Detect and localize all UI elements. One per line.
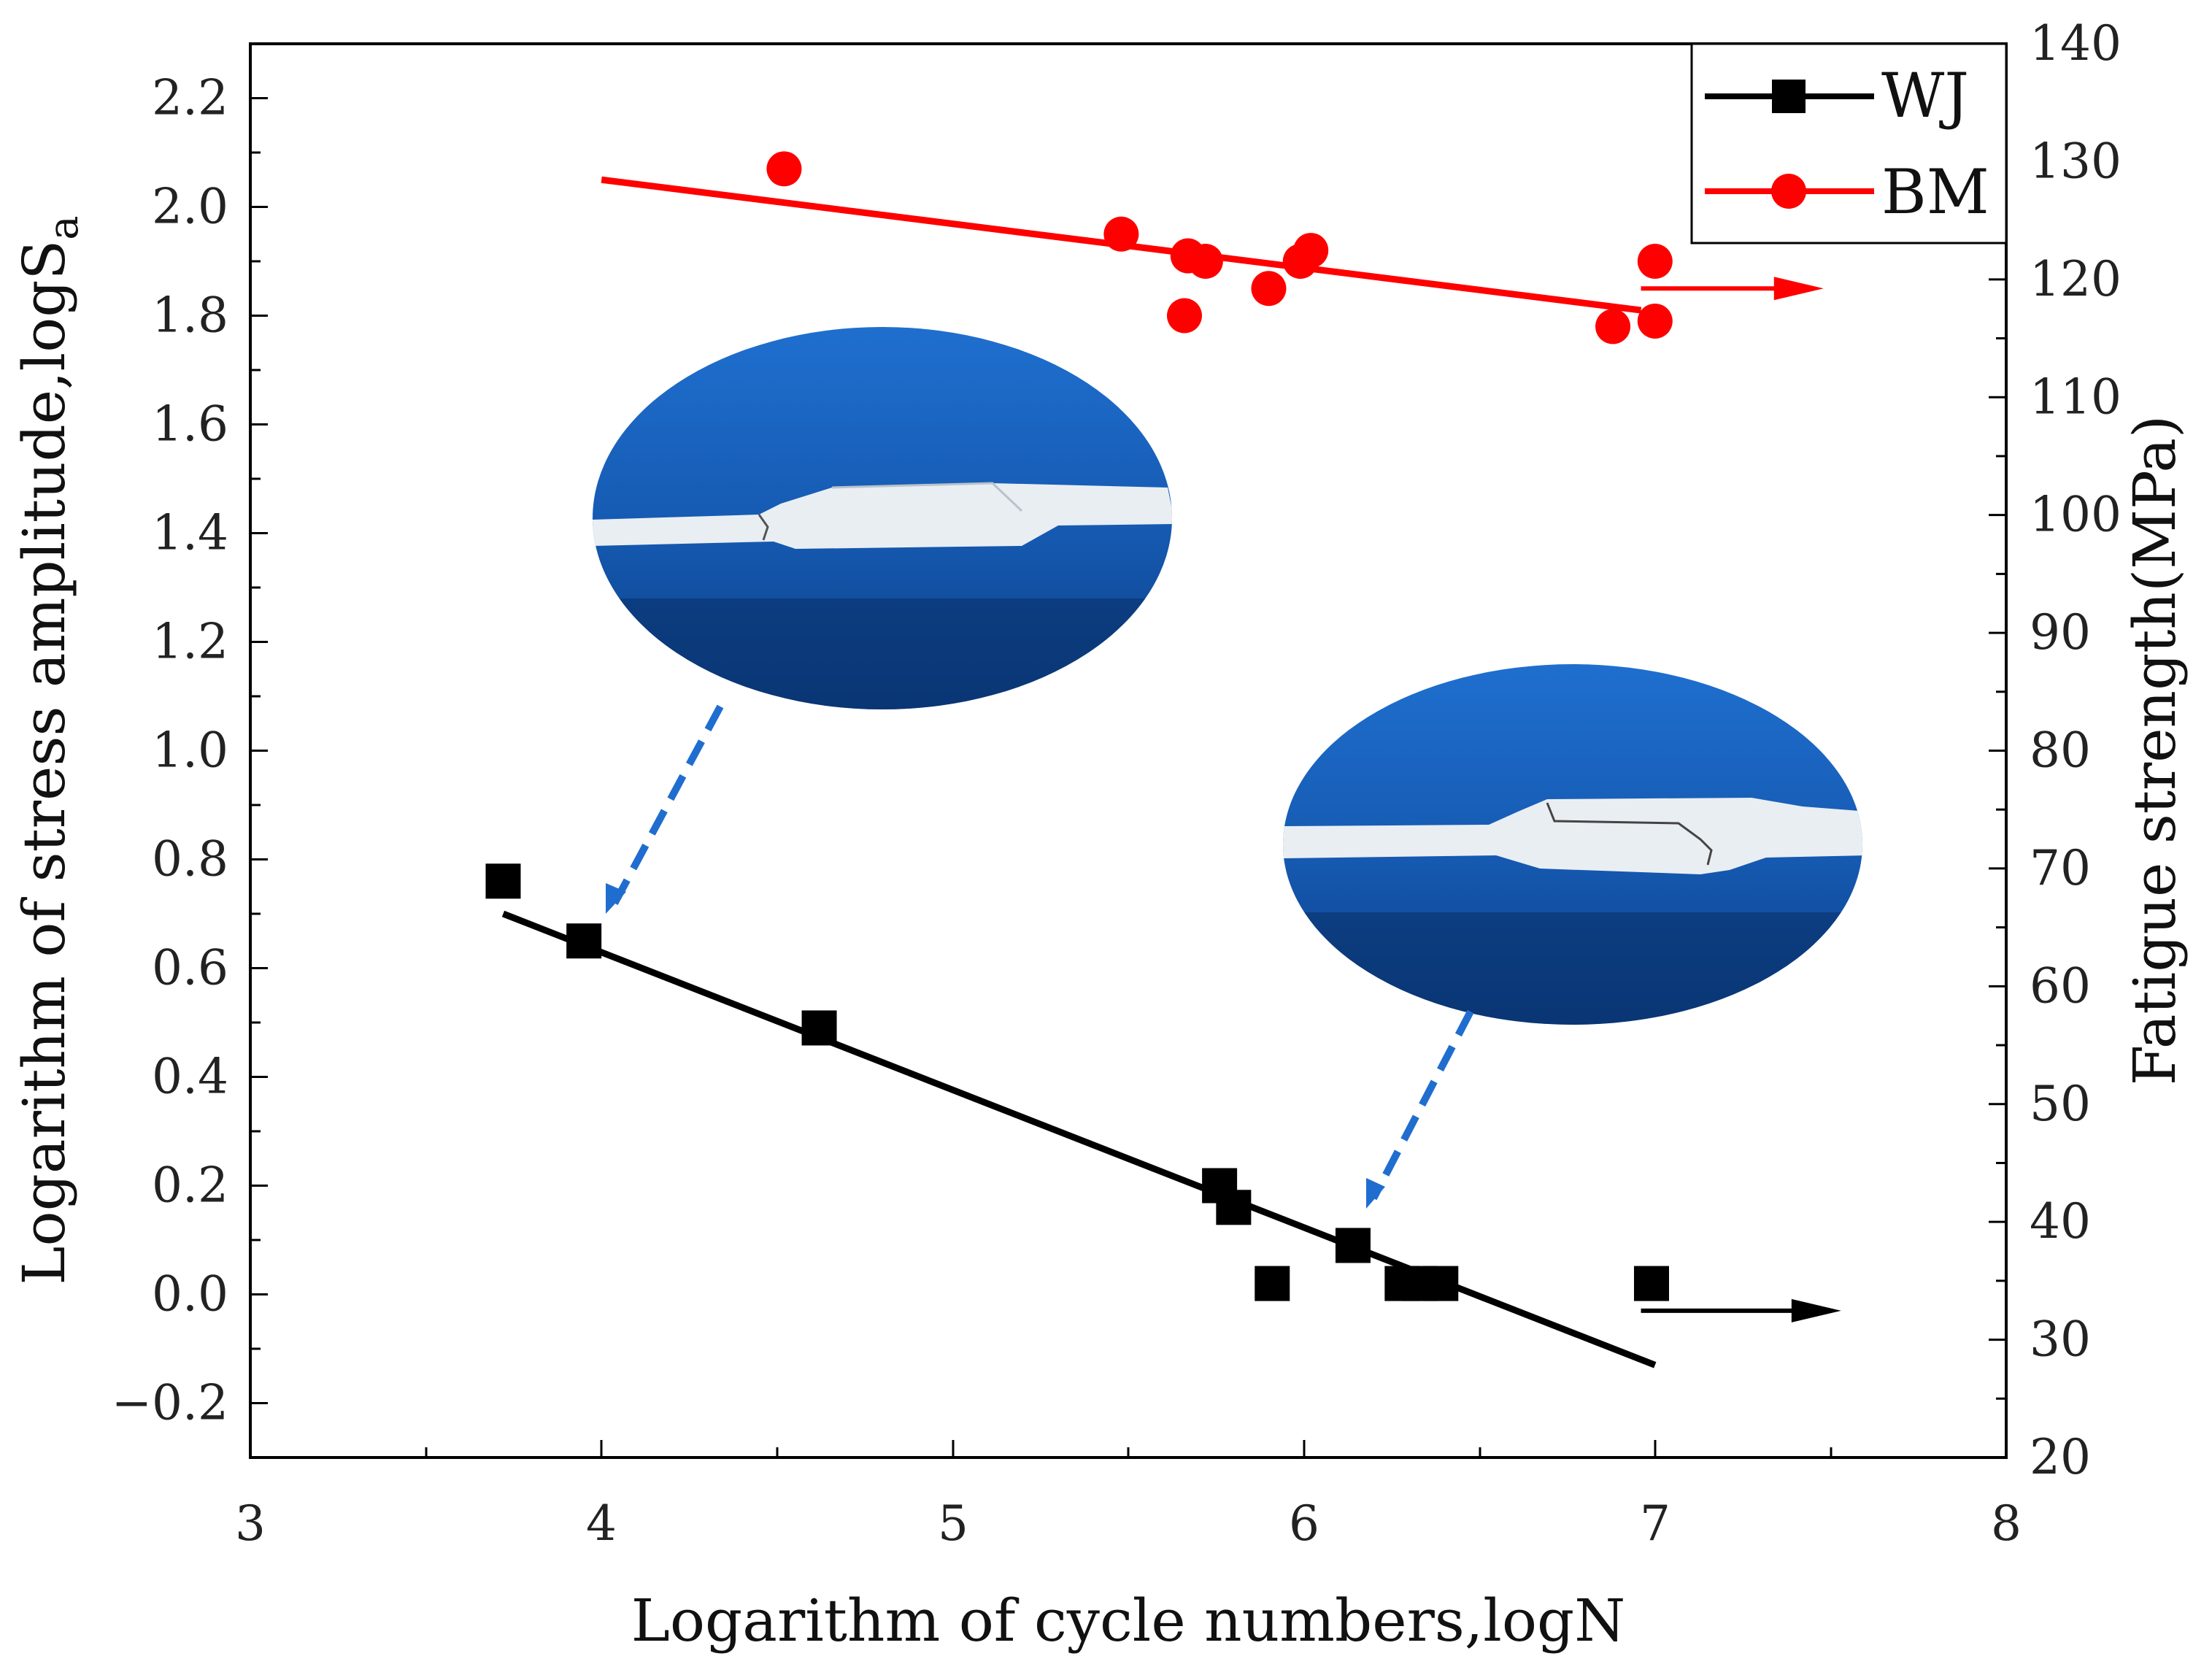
data-layer	[485, 151, 1841, 1368]
y2-axis-title: Fatigue strength(MPa)	[2121, 415, 2189, 1085]
legend-bm-marker	[1771, 174, 1806, 209]
photo-2-pointer	[1366, 1009, 1474, 1209]
fracture-photo-2	[1283, 664, 1862, 1025]
x-tick-label: 3	[235, 1495, 266, 1552]
y-tick-label: 0.6	[152, 940, 228, 996]
y2-tick-label: 100	[2030, 487, 2122, 543]
data-point-bm	[1251, 271, 1287, 307]
runout-arrow-head-wj	[1791, 1298, 1841, 1322]
y-left-ticks	[250, 97, 268, 1404]
y2-tick-label: 30	[2030, 1312, 2091, 1368]
y-tick-label: 1.2	[152, 614, 228, 670]
y-tick-label: 0.4	[152, 1049, 228, 1105]
y2-tick-label: 70	[2030, 840, 2091, 896]
y2-tick-label: 40	[2030, 1193, 2091, 1249]
x-tick-label: 8	[1991, 1495, 2022, 1552]
data-point-bm	[1637, 303, 1673, 339]
y-tick-label: 1.4	[152, 505, 228, 561]
y-tick-label: 0.0	[152, 1266, 228, 1322]
y-tick-label: 0.2	[152, 1158, 228, 1214]
y-tick-label: 0.8	[152, 831, 228, 887]
y2-tick-label: 120	[2030, 251, 2122, 307]
y2-tick-label: 20	[2030, 1429, 2091, 1485]
y2-tick-label: 110	[2030, 369, 2122, 425]
x-tick-label: 5	[938, 1495, 968, 1552]
y2-tick-label: 80	[2030, 723, 2091, 779]
y2-tick-label: 130	[2030, 133, 2122, 189]
runout-arrow-head-bm	[1773, 277, 1824, 301]
data-point-bm	[1293, 233, 1329, 269]
legend-box	[1690, 42, 2008, 244]
y-axis-title-main: Logarithm of stress amplitude,logS	[10, 240, 78, 1285]
x-axis-ticks	[249, 1440, 2008, 1458]
x-tick-label: 6	[1289, 1495, 1319, 1552]
data-point-bm	[1637, 244, 1673, 279]
x-tick-label: 4	[586, 1495, 617, 1552]
series-bm	[601, 151, 1824, 344]
y-tick-label: 2.0	[152, 179, 228, 235]
y2-tick-label: 60	[2030, 958, 2091, 1014]
data-point-wj	[485, 863, 521, 899]
y-left-tick-labels: −0.2 0.0 0.2 0.4 0.6 0.8 1.0 1.2 1.4 1.6 1.8 2.0 2.2	[112, 70, 228, 1431]
y-tick-label: 2.2	[152, 70, 228, 126]
data-point-wj	[801, 1010, 837, 1046]
fit-line-wj	[501, 910, 1657, 1368]
data-point-bm	[1595, 309, 1631, 344]
y-axis-title: Logarithm of stress amplitude,logSa	[10, 215, 88, 1285]
x-tick-labels: 3 4 5 6 7 8	[235, 1495, 2022, 1552]
y-tick-label: 1.0	[152, 723, 228, 779]
data-point-wj	[1633, 1266, 1669, 1301]
data-point-wj	[1255, 1266, 1290, 1301]
y2-tick-label: 90	[2030, 604, 2091, 661]
data-point-wj	[566, 923, 602, 959]
x-tick-label: 7	[1640, 1495, 1670, 1552]
data-point-wj	[1216, 1190, 1252, 1225]
series-wj	[485, 863, 1841, 1368]
legend-wj-marker	[1772, 80, 1806, 113]
y-tick-label: −0.2	[112, 1375, 228, 1431]
y-right-ticks	[1989, 42, 2006, 1459]
legend-item-bm: BM	[1705, 156, 1989, 228]
data-point-wj	[1423, 1266, 1459, 1301]
legend-wj-label: WJ	[1881, 60, 1969, 131]
data-point-wj	[1335, 1228, 1371, 1263]
y2-tick-label: 50	[2030, 1076, 2091, 1132]
y-axis-title-subscript: a	[40, 215, 88, 239]
data-point-bm	[1166, 298, 1202, 334]
fracture-photo-1	[593, 327, 1172, 709]
legend: WJ BM	[1690, 42, 2008, 244]
y-tick-label: 1.6	[152, 396, 228, 453]
photo-1-pointer	[606, 704, 724, 914]
data-point-bm	[1187, 244, 1223, 279]
data-point-bm	[1103, 216, 1139, 252]
legend-bm-label: BM	[1881, 156, 1989, 228]
data-point-bm	[766, 151, 802, 187]
legend-item-wj: WJ	[1705, 60, 1969, 131]
x-axis-title: Logarithm of cycle numbers,logN	[631, 1587, 1626, 1655]
y2-tick-label: 140	[2030, 15, 2122, 72]
y-right-tick-labels: 20 30 40 50 60 70 80 90 100 110 120 130 140	[2030, 15, 2122, 1485]
y-tick-label: 1.8	[152, 288, 228, 344]
